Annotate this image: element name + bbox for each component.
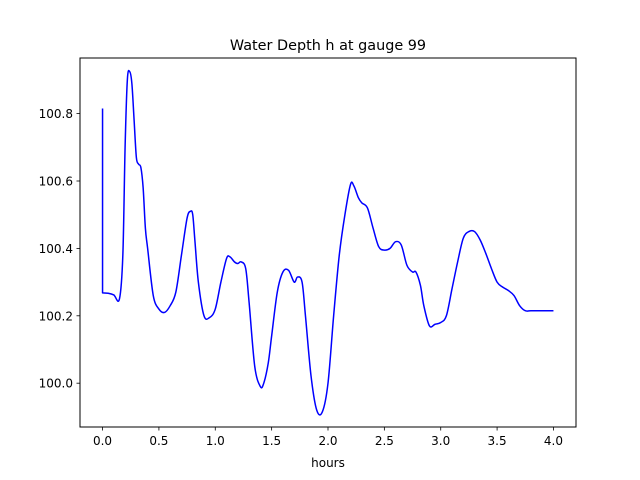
plot-area: 0.0 0.5 1.0 1.5 2.0 2.5 3.0 3.5 4.0 100.0100.210… (39, 57, 577, 448)
x-tick-label: 0.0 (93, 434, 112, 448)
series-group (101, 69, 554, 416)
x-tick-label: 4.0 (544, 434, 563, 448)
axes-frame (79, 57, 577, 428)
series-line (101, 69, 554, 416)
x-tick-label: 1.5 (262, 434, 281, 448)
x-tick-label: 2.5 (375, 434, 394, 448)
y-tick-label: 100.4 (39, 242, 73, 256)
x-tick-label: 3.5 (488, 434, 507, 448)
x-tick-label: 0.5 (149, 434, 168, 448)
x-axis: 0.0 0.5 1.0 1.5 2.0 2.5 3.0 3.5 4.0 (93, 427, 563, 448)
x-tick-label: 1.0 (206, 434, 225, 448)
y-tick-label: 100.2 (39, 309, 73, 323)
y-tick-label: 100.6 (39, 175, 73, 189)
y-tick-label: 100.8 (39, 107, 73, 121)
x-tick-label: 2.0 (318, 434, 337, 448)
x-axis-label: hours (311, 456, 345, 470)
y-tick-label: 100.0 (39, 377, 73, 391)
chart-title: Water Depth h at gauge 99 (230, 38, 426, 54)
y-axis: 100.0 100.2 100.4 100.6 100.8 (39, 107, 80, 391)
x-tick-label: 3.0 (431, 434, 450, 448)
